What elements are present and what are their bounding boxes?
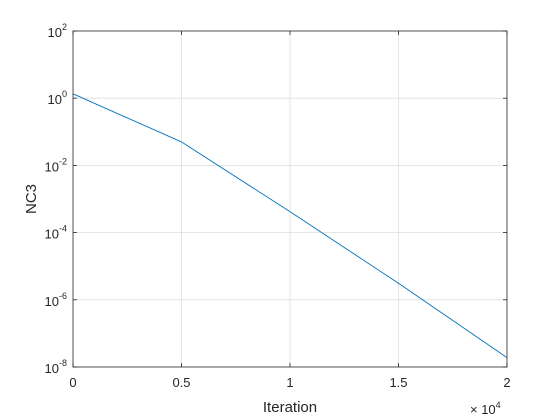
x-tick-label: 1 bbox=[286, 375, 293, 390]
x-axis-ticks: 0 0.5 1 1.5 2 bbox=[69, 31, 511, 390]
y-tick-label: 100 bbox=[48, 89, 67, 107]
y-tick-label: 102 bbox=[48, 22, 67, 40]
y-axis-ticks: 102 100 10-2 10-4 10-6 10-8 bbox=[45, 22, 507, 376]
y-tick-label: 10-6 bbox=[45, 291, 67, 309]
x-axis-label: Iteration bbox=[263, 399, 317, 416]
y-tick-label: 10-4 bbox=[45, 224, 67, 242]
x-axis-exponent: × 104 bbox=[470, 400, 501, 417]
series-line bbox=[72, 93, 508, 359]
x-tick-label: 2 bbox=[503, 375, 510, 390]
series-layer bbox=[72, 93, 508, 359]
x-tick-label: 1.5 bbox=[389, 375, 407, 390]
x-tick-label: 0.5 bbox=[172, 375, 190, 390]
grid bbox=[73, 31, 507, 367]
y-axis-label: NC3 bbox=[23, 184, 40, 214]
y-tick-label: 10-2 bbox=[45, 156, 67, 174]
y-tick-label: 10-8 bbox=[45, 358, 67, 376]
x-tick-label: 0 bbox=[69, 375, 76, 390]
